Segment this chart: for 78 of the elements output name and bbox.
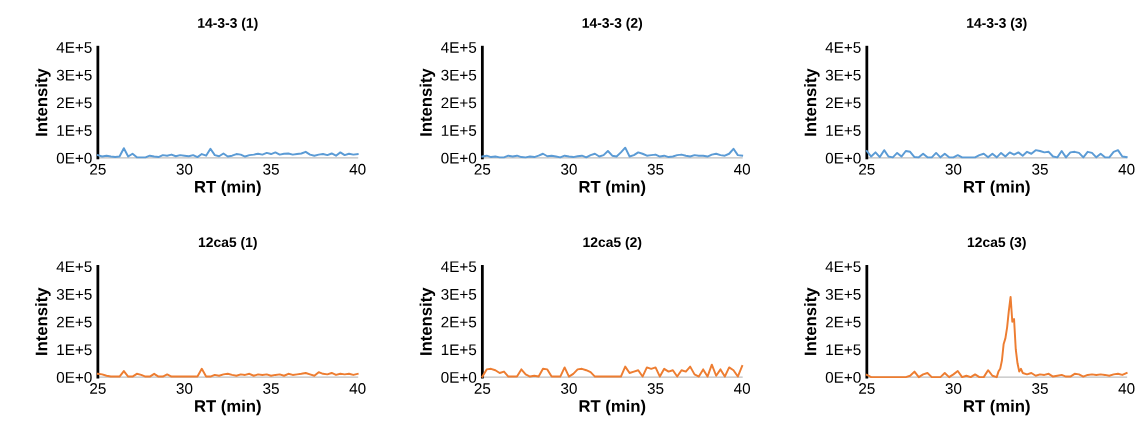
y-tick-label: 0E+0 [56,372,92,383]
line-series [865,295,1128,379]
y-axis-title: Intensity [419,287,436,355]
y-tick-label: 0E+0 [825,152,861,164]
x-tick-label: 35 [647,383,664,394]
x-tick-label: 40 [733,163,751,175]
x-axis-title: RT (min) [195,399,261,416]
y-tick-label: 4E+5 [56,42,92,53]
y-tick-label: 2E+5 [441,97,477,109]
y-tick-label: 1E+5 [826,344,861,356]
y-axis-title: Intensity [35,68,51,136]
y-axis-title: Intensity [419,68,436,136]
line-series [865,149,1128,159]
x-tick-label: 30 [945,163,962,175]
x-tick-label: 40 [349,163,366,175]
x-tick-label: 40 [1118,163,1135,175]
x-axis-title: RT (min) [964,399,1030,416]
x-axis-title: RT (min) [964,180,1030,197]
chart-title: 14-3-3 (2) [582,17,643,31]
y-tick-label: 3E+5 [825,288,861,300]
x-tick-label: 25 [474,383,491,394]
x-tick-label: 25 [859,383,875,394]
line-series [481,146,744,159]
x-axis-title: RT (min) [579,180,646,197]
x-tick-label: 40 [349,383,366,394]
y-tick-label: 2E+5 [56,316,92,328]
chart-title: 12ca5 (2) [583,236,642,250]
x-tick-label: 25 [474,163,491,175]
y-tick-label: 1E+5 [826,125,861,136]
y-tick-label: 1E+5 [57,125,92,136]
y-tick-label: 2E+5 [825,97,861,109]
chart-title: 14-3-3 (3) [967,17,1027,31]
y-tick-label: 1E+5 [441,344,477,356]
y-tick-label: 4E+5 [441,42,477,53]
x-tick-label: 30 [561,163,577,175]
y-tick-label: 0E+0 [56,152,92,164]
y-tick-label: 4E+5 [56,261,92,273]
x-tick-label: 30 [561,383,577,394]
x-tick-label: 25 [90,383,106,394]
chart-title: 12ca5 (3) [967,236,1026,250]
y-tick-label: 4E+5 [825,42,861,53]
x-tick-label: 30 [176,163,193,175]
y-tick-label: 0E+0 [441,372,477,383]
line-series [96,147,359,159]
y-tick-label: 3E+5 [56,288,92,300]
y-tick-label: 2E+5 [56,97,92,109]
y-tick-label: 3E+5 [441,288,477,300]
x-tick-label: 35 [263,383,279,394]
chart-title: 14-3-3 (1) [198,17,258,31]
x-tick-label: 35 [1032,383,1048,394]
y-axis-title: Intensity [804,68,820,136]
y-tick-label: 4E+5 [441,261,477,273]
y-tick-label: 3E+5 [441,69,477,81]
y-tick-label: 0E+0 [441,152,477,164]
y-axis-title: Intensity [804,287,820,355]
x-tick-label: 30 [176,383,193,394]
y-tick-label: 3E+5 [825,69,861,81]
y-tick-label: 4E+5 [825,261,861,273]
x-tick-label: 30 [945,383,962,394]
x-axis-title: RT (min) [579,399,646,416]
x-tick-label: 40 [733,383,751,394]
x-tick-label: 40 [1118,383,1135,394]
y-tick-label: 0E+0 [825,372,861,383]
x-tick-label: 35 [647,163,664,175]
x-tick-label: 25 [859,163,875,175]
x-tick-label: 25 [90,163,106,175]
line-series [96,367,359,378]
x-axis-title: RT (min) [195,180,261,197]
y-tick-label: 1E+5 [441,125,477,136]
y-tick-label: 2E+5 [441,316,477,328]
chart-title: 12ca5 (1) [198,236,257,250]
x-tick-label: 35 [1032,163,1048,175]
y-tick-label: 3E+5 [56,69,92,81]
y-tick-label: 1E+5 [57,344,92,356]
x-tick-label: 35 [263,163,279,175]
y-tick-label: 2E+5 [825,316,861,328]
line-series [481,363,744,378]
y-axis-title: Intensity [35,287,51,355]
